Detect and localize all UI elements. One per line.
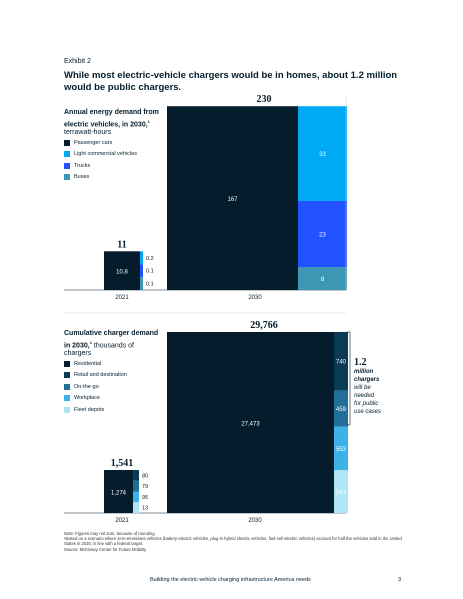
footnotes: Note: Figures may not sum, because of ro… [64,531,404,552]
chart1-label-2030-s0: 33 [319,152,326,158]
chart2-legend-item: Workplace [64,393,127,405]
chart1-legend-swatch [64,162,70,169]
footer-title: Building the electric-vehicle charging i… [150,577,311,583]
chart2-title-note: 1 [89,339,92,345]
chart1-title-text: Annual energy demand from electric vehic… [64,109,159,128]
chart2-total-2030: 29,766 [250,320,278,331]
chart2-legend-label: Fleet depots [74,406,105,413]
chart2-annotation-rest-3: use cases [354,409,381,415]
chart2-title-text: Cumulative charger demand in 2030, [64,330,159,349]
chart2-annotation-value: 1.2 [354,357,367,368]
chart2-legend-swatch [64,360,70,367]
chart1-legend-label: Passenger cars [74,139,113,146]
footnote-source: Source: McKinsey Center for Future Mobil… [64,546,147,552]
chart2-label-2030-s1: 459 [336,407,347,413]
chart1-legend-swatch [64,151,70,158]
chart2-annotation-line2: chargers [354,377,380,383]
chart1-unit: terrawatt-hours [64,129,112,137]
chart2-unit: thousands of chargers [64,341,134,358]
chart2-legend: Residential Retail and destination On-the-… [64,358,127,416]
chart2-bar-2021-s0 [133,470,139,481]
chart1-total-2021: 11 [117,239,126,250]
chart1-legend-item: Buses [64,172,137,184]
chart2-bar-2021-s3 [133,502,139,513]
chart1-label-2030-main: 167 [227,197,238,203]
chart2-legend-label: Retail and destination [74,372,127,379]
chart1-label-2021-main: 10.8 [116,270,128,276]
chart2-legend-item: Retail and destination [64,370,127,382]
chart2-title: Cumulative charger demand in 2030,1 thou… [64,330,159,359]
chart1-bar-2021-s2 [140,277,143,290]
chart2-label-2030-main: 27,473 [241,422,260,428]
chart1-bar-2030-s0 [298,106,347,201]
chart1-total-2030: 230 [257,94,272,105]
chart1-bar-2030-s1 [298,200,347,268]
chart2-label-2021-main: 1,274 [111,491,127,497]
chart1-bar-2021-main [104,251,140,290]
chart2-legend-swatch [64,372,70,379]
chart2-legend-swatch [64,383,70,390]
chart2-bar-2030-main [167,332,334,513]
chart2-legend-label: Residential [74,360,102,367]
chart2-label-2021-s0: 80 [142,473,148,479]
chart2-bar-2030-s1 [334,390,348,427]
chart2-annotation-rest-0: will be [354,385,371,391]
chart2-label-2030-s0: 740 [336,360,347,366]
chart1-bar-2021-s0 [140,251,143,265]
chart1-label-2030-s1: 23 [319,232,326,238]
footnote-note: Note: Figures may not sum, because of ro… [64,531,156,536]
chart1-title-note: 1 [147,118,150,124]
chart1-legend-item: Trucks [64,160,137,172]
chart1-legend-swatch [64,139,70,146]
chart2-annotation-rest-1: needed [354,393,375,399]
chart1-legend-label: Trucks [74,162,91,169]
chart2-label-2021-s1: 79 [142,484,148,490]
chart2-bar-2021-s2 [133,491,139,503]
headline: While most electric-vehicle chargers wou… [64,70,398,93]
chart1-legend-item: Passenger cars [64,137,137,149]
chart2-bar-2030-s0 [334,332,348,391]
chart2-legend-label: On-the-go [74,383,99,390]
chart1-legend: Passenger cars Light commercial vehicles T… [64,137,137,183]
chart1-legend-item: Light commercial vehicles [64,149,137,161]
chart2-bar-2030-s2 [334,426,348,471]
chart2-legend-item: Residential [64,358,127,370]
footnote-1: ¹Based on a scenario where zero-emission… [64,536,402,547]
chart2-legend-swatch [64,406,70,413]
chart2-legend-swatch [64,395,70,402]
chart1-bar-2030-main [167,106,298,290]
chart1-category-2030: 2030 [248,295,262,301]
chart2-category-2030: 2030 [248,518,262,524]
chart2-legend-item: On-the-go [64,381,127,393]
chart1-label-2030-s2: 8 [321,277,325,283]
chart1-legend-label: Buses [74,174,90,181]
chart2-label-2030-s3: 541 [336,490,347,496]
chart1-label-2021-s2: 0.1 [146,282,154,288]
chart1-label-2021-s0: 0.2 [146,256,154,262]
chart2-label-2021-s2: 95 [142,495,148,501]
chart2-label-2030-s2: 553 [336,447,347,453]
chart1-bar-2021-s1 [140,264,143,278]
chart1-bar-2030-s2 [298,267,347,290]
chart2-legend-label: Workplace [74,395,100,402]
chart1-legend-label: Light commercial vehicles [74,151,137,158]
chart2-annotation-rest-2: for public [354,401,378,407]
chart2-bar-2021-main [104,470,133,513]
chart2-legend-item: Fleet depots [64,404,127,416]
chart2-annotation-line1: million [354,369,374,375]
chart2-label-2021-s3: 13 [142,506,148,512]
chart1-legend-swatch [64,174,70,181]
chart2-bar-2021-s1 [133,480,139,492]
chart1-title: Annual energy demand from electric vehic… [64,109,159,138]
chart1-label-2021-s1: 0.1 [146,269,154,275]
chart2-total-2021: 1,541 [111,458,134,469]
chart2-category-2021: 2021 [115,518,129,524]
chart1-category-2021: 2021 [115,295,129,301]
exhibit-label: Exhibit 2 [64,58,91,65]
page-number: 3 [398,577,402,583]
chart2-bar-2030-s3 [334,470,348,513]
